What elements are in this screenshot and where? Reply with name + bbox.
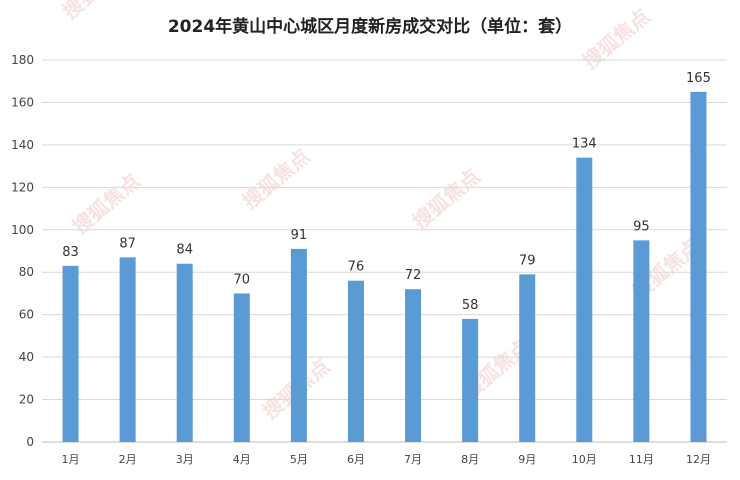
x-tick-label: 7月 xyxy=(404,453,422,466)
data-label: 72 xyxy=(405,268,422,283)
bar xyxy=(519,274,536,442)
bar xyxy=(119,257,136,442)
y-tick-label: 160 xyxy=(11,95,34,109)
data-label: 84 xyxy=(176,243,193,258)
x-tick-label: 3月 xyxy=(176,453,194,466)
bar xyxy=(462,318,479,442)
data-label: 58 xyxy=(462,298,479,313)
data-label: 134 xyxy=(572,137,597,152)
watermark-text: 搜狐焦点 xyxy=(408,164,485,234)
bar xyxy=(405,289,422,442)
x-tick-label: 8月 xyxy=(461,453,479,466)
bar xyxy=(576,157,593,442)
x-tick-label: 9月 xyxy=(518,453,536,466)
bar xyxy=(633,240,650,442)
x-axis: 1月 2月 3月 4月 5月 6月 7月 8月 9月 10月 11月 12月 xyxy=(62,453,711,466)
bar xyxy=(233,293,250,442)
bar xyxy=(290,248,307,442)
watermark-text: 搜狐焦点 xyxy=(58,0,135,24)
x-tick-label: 12月 xyxy=(686,453,711,466)
data-label: 95 xyxy=(633,219,650,234)
x-tick-label: 4月 xyxy=(233,453,251,466)
bar xyxy=(62,265,79,442)
y-tick-label: 0 xyxy=(26,435,34,449)
watermark-layer: 搜狐焦点搜狐焦点搜狐焦点搜狐焦点搜狐焦点搜狐焦点搜狐焦点搜狐焦点 xyxy=(58,0,705,424)
y-tick-label: 40 xyxy=(19,350,34,364)
x-tick-label: 1月 xyxy=(62,453,80,466)
y-tick-label: 120 xyxy=(11,180,34,194)
x-tick-label: 11月 xyxy=(629,453,654,466)
y-tick-label: 80 xyxy=(19,265,34,279)
y-tick-label: 140 xyxy=(11,138,34,152)
y-axis: 0 20 40 60 80 100 120 140 160 180 xyxy=(11,53,34,449)
x-tick-label: 5月 xyxy=(290,453,308,466)
chart-title: 2024年黄山中心城区月度新房成交对比（单位：套） xyxy=(168,16,572,37)
data-label: 70 xyxy=(234,272,251,287)
data-label: 87 xyxy=(119,236,136,251)
data-labels: 83 87 84 70 91 76 72 58 79 134 95 165 xyxy=(62,71,711,313)
bar xyxy=(347,280,364,442)
y-tick-label: 100 xyxy=(11,223,34,237)
bars xyxy=(62,91,707,442)
x-tick-label: 2月 xyxy=(119,453,137,466)
x-tick-label: 10月 xyxy=(572,453,597,466)
y-tick-label: 60 xyxy=(19,308,34,322)
gridlines xyxy=(42,59,727,443)
watermark-text: 搜狐焦点 xyxy=(68,169,145,239)
y-tick-label: 180 xyxy=(11,53,34,67)
bar xyxy=(176,263,193,442)
y-tick-label: 20 xyxy=(19,393,34,407)
x-tick-label: 6月 xyxy=(347,453,365,466)
watermark-text: 搜狐焦点 xyxy=(578,4,655,74)
watermark-text: 搜狐焦点 xyxy=(238,144,315,214)
bar xyxy=(690,91,707,442)
data-label: 79 xyxy=(519,253,536,268)
data-label: 83 xyxy=(62,245,79,260)
data-label: 91 xyxy=(291,228,308,243)
data-label: 165 xyxy=(686,71,711,86)
data-label: 76 xyxy=(348,260,365,275)
